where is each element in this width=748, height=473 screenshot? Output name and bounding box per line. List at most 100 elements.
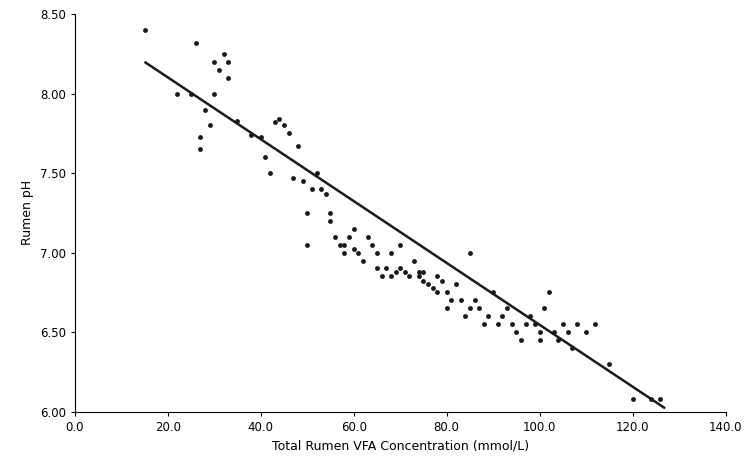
Point (283, 130, 295, 137)
Point (208, 90, 220, 97)
Point (482, 312, 494, 320)
Point (390, 268, 402, 275)
Point (222, 74, 234, 81)
Point (627, 395, 639, 403)
Point (264, 169, 276, 177)
Point (375, 272, 387, 280)
Point (646, 395, 657, 403)
Point (520, 320, 532, 328)
Point (362, 233, 374, 240)
Point (190, 39, 202, 46)
Point (492, 320, 504, 328)
Point (487, 289, 499, 296)
Point (445, 297, 457, 304)
Point (273, 115, 285, 123)
Point (371, 265, 383, 272)
Point (417, 277, 429, 285)
Point (301, 209, 313, 217)
Point (468, 297, 480, 304)
Point (325, 217, 337, 225)
Point (260, 153, 272, 161)
Point (413, 272, 425, 280)
Point (459, 312, 471, 320)
Point (552, 336, 564, 344)
Point (543, 289, 555, 296)
Point (338, 241, 350, 248)
Point (329, 233, 341, 240)
Point (604, 360, 616, 368)
Point (408, 257, 420, 264)
Point (533, 336, 545, 344)
Point (426, 284, 438, 291)
Point (455, 297, 467, 304)
Point (310, 169, 322, 177)
Point (334, 241, 346, 248)
X-axis label: Total Rumen VFA Concentration (mmol/L): Total Rumen VFA Concentration (mmol/L) (272, 439, 529, 452)
Point (348, 225, 360, 233)
Point (432, 289, 444, 296)
Point (194, 133, 206, 140)
Point (296, 177, 308, 185)
Point (399, 268, 411, 275)
Point (208, 58, 220, 66)
Point (371, 249, 383, 256)
Point (203, 122, 215, 129)
Point (306, 185, 318, 193)
Point (301, 241, 313, 248)
Point (315, 185, 327, 193)
Point (218, 50, 230, 58)
Point (320, 190, 332, 198)
Point (222, 58, 234, 66)
Point (385, 249, 397, 256)
Point (450, 280, 462, 288)
Point (562, 328, 574, 336)
Point (589, 320, 601, 328)
Point (385, 272, 397, 280)
Point (506, 320, 518, 328)
Point (255, 133, 267, 140)
Point (417, 268, 429, 275)
Point (557, 320, 568, 328)
Point (422, 280, 434, 288)
Point (654, 395, 666, 403)
Point (478, 320, 490, 328)
Point (473, 305, 485, 312)
Point (441, 289, 453, 296)
Point (436, 277, 448, 285)
Point (357, 257, 369, 264)
Point (413, 268, 425, 275)
Point (287, 174, 299, 182)
Point (278, 122, 290, 129)
Point (539, 305, 551, 312)
Point (348, 245, 360, 253)
Point (325, 209, 337, 217)
Point (367, 241, 378, 248)
Point (194, 146, 206, 153)
Point (352, 249, 364, 256)
Point (432, 272, 444, 280)
Point (580, 328, 592, 336)
Point (343, 233, 355, 240)
Y-axis label: Rumen pH: Rumen pH (21, 180, 34, 245)
Point (185, 90, 197, 97)
Point (231, 117, 243, 124)
Point (213, 66, 225, 74)
Point (403, 272, 415, 280)
Point (524, 312, 536, 320)
Point (380, 265, 392, 272)
Point (171, 90, 183, 97)
Point (510, 328, 522, 336)
Point (394, 241, 406, 248)
Point (138, 26, 150, 34)
Point (199, 106, 211, 114)
Point (338, 249, 350, 256)
Point (269, 118, 280, 126)
Point (501, 305, 513, 312)
Point (533, 328, 545, 336)
Point (529, 320, 541, 328)
Point (245, 131, 257, 139)
Point (292, 142, 304, 150)
Point (566, 344, 578, 352)
Point (464, 305, 476, 312)
Point (394, 265, 406, 272)
